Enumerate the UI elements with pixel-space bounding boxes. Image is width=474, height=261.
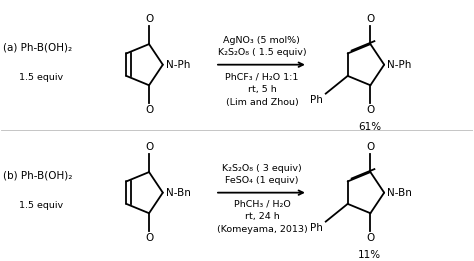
Text: Ph: Ph <box>310 223 323 233</box>
Text: N-Bn: N-Bn <box>166 188 191 198</box>
Text: O: O <box>145 143 153 152</box>
Text: 1.5 equiv: 1.5 equiv <box>18 201 63 210</box>
Text: PhCH₃ / H₂O: PhCH₃ / H₂O <box>234 200 290 209</box>
Text: O: O <box>366 14 374 25</box>
Text: N-Bn: N-Bn <box>387 188 412 198</box>
Text: O: O <box>366 233 374 243</box>
Text: O: O <box>145 233 153 243</box>
Text: O: O <box>366 105 374 115</box>
Text: N-Ph: N-Ph <box>387 60 411 70</box>
Text: 61%: 61% <box>358 122 381 132</box>
Text: O: O <box>145 14 153 25</box>
Text: (Lim and Zhou): (Lim and Zhou) <box>226 98 298 106</box>
Text: (b) Ph-B(OH)₂: (b) Ph-B(OH)₂ <box>3 171 72 181</box>
Text: K₂S₂O₈ ( 1.5 equiv): K₂S₂O₈ ( 1.5 equiv) <box>218 48 306 57</box>
Text: (Komeyama, 2013): (Komeyama, 2013) <box>217 224 307 234</box>
Text: O: O <box>366 143 374 152</box>
Text: 1.5 equiv: 1.5 equiv <box>18 73 63 82</box>
Text: rt, 5 h: rt, 5 h <box>247 85 276 94</box>
Text: 11%: 11% <box>358 250 381 260</box>
Text: K₂S₂O₈ ( 3 equiv): K₂S₂O₈ ( 3 equiv) <box>222 164 302 173</box>
Text: (a) Ph-B(OH)₂: (a) Ph-B(OH)₂ <box>3 43 72 53</box>
Text: AgNO₃ (5 mol%): AgNO₃ (5 mol%) <box>223 35 301 45</box>
Text: FeSO₄ (1 equiv): FeSO₄ (1 equiv) <box>225 176 299 185</box>
Text: Ph: Ph <box>310 94 323 105</box>
Text: O: O <box>145 105 153 115</box>
Text: N-Ph: N-Ph <box>166 60 190 70</box>
Text: PhCF₃ / H₂O 1:1: PhCF₃ / H₂O 1:1 <box>225 73 299 82</box>
Text: rt, 24 h: rt, 24 h <box>245 212 279 221</box>
